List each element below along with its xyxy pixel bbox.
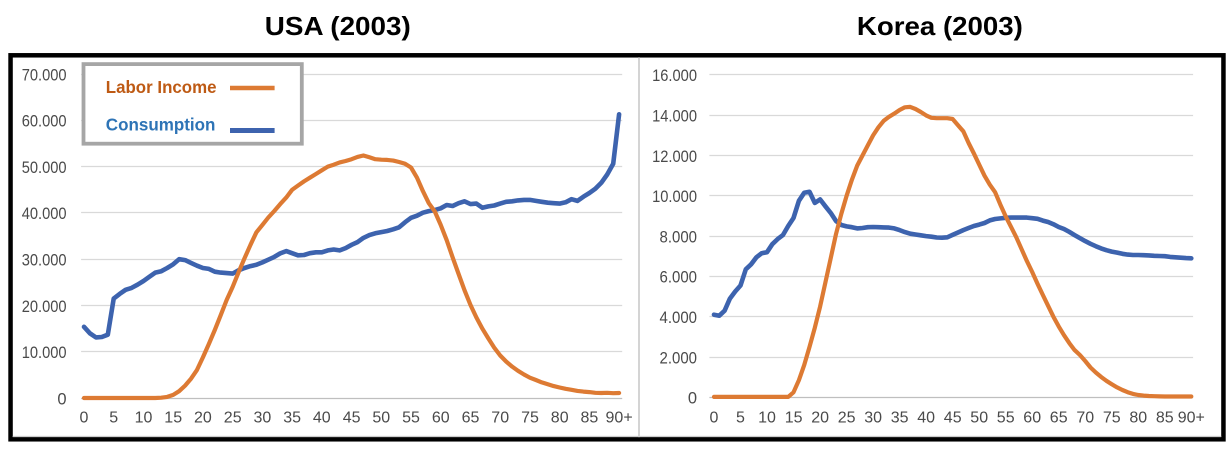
svg-text:80: 80: [1129, 410, 1147, 427]
svg-text:35: 35: [283, 410, 301, 427]
svg-text:20: 20: [811, 410, 829, 427]
svg-text:40.000: 40.000: [22, 205, 67, 223]
svg-text:25: 25: [838, 410, 856, 427]
svg-text:70: 70: [1076, 410, 1094, 427]
svg-text:20: 20: [194, 410, 212, 427]
svg-text:15: 15: [785, 410, 803, 427]
svg-text:60: 60: [1023, 410, 1041, 427]
svg-text:12.000: 12.000: [652, 148, 697, 166]
svg-text:6.000: 6.000: [660, 269, 698, 287]
svg-text:5: 5: [109, 410, 118, 427]
svg-text:70: 70: [491, 410, 509, 427]
svg-text:30: 30: [254, 410, 272, 427]
svg-text:50.000: 50.000: [22, 159, 67, 177]
svg-text:Consumption: Consumption: [106, 115, 216, 135]
svg-text:5: 5: [736, 410, 745, 427]
svg-text:30.000: 30.000: [22, 252, 67, 270]
svg-text:40: 40: [917, 410, 935, 427]
svg-text:55: 55: [402, 410, 420, 427]
svg-text:15: 15: [164, 410, 182, 427]
svg-text:40: 40: [313, 410, 331, 427]
svg-text:20.000: 20.000: [22, 298, 67, 316]
svg-text:60: 60: [432, 410, 450, 427]
svg-text:65: 65: [462, 410, 480, 427]
svg-text:55: 55: [997, 410, 1015, 427]
svg-text:Labor Income: Labor Income: [106, 77, 217, 97]
svg-text:35: 35: [891, 410, 909, 427]
svg-text:8.000: 8.000: [660, 228, 698, 246]
svg-text:USA (2003): USA (2003): [265, 11, 411, 41]
svg-text:45: 45: [343, 410, 361, 427]
svg-text:0: 0: [57, 390, 66, 408]
svg-text:70.000: 70.000: [22, 66, 67, 84]
svg-text:50: 50: [970, 410, 988, 427]
svg-text:80: 80: [551, 410, 569, 427]
svg-text:90+: 90+: [1178, 410, 1205, 427]
svg-text:85: 85: [1156, 410, 1174, 427]
svg-text:2.000: 2.000: [660, 349, 698, 367]
svg-text:90+: 90+: [606, 410, 633, 427]
svg-text:30: 30: [864, 410, 882, 427]
svg-text:50: 50: [372, 410, 390, 427]
svg-text:10.000: 10.000: [22, 344, 67, 362]
svg-text:16.000: 16.000: [652, 67, 697, 85]
svg-text:45: 45: [944, 410, 962, 427]
svg-text:25: 25: [224, 410, 242, 427]
svg-text:65: 65: [1050, 410, 1068, 427]
svg-text:75: 75: [521, 410, 539, 427]
svg-text:75: 75: [1103, 410, 1121, 427]
svg-text:0: 0: [688, 390, 697, 408]
svg-text:60.000: 60.000: [22, 113, 67, 131]
svg-text:4.000: 4.000: [660, 309, 698, 327]
svg-text:85: 85: [581, 410, 599, 427]
svg-text:10.000: 10.000: [652, 188, 697, 206]
svg-text:Korea (2003): Korea (2003): [857, 11, 1023, 41]
svg-text:0: 0: [80, 410, 89, 427]
svg-text:0: 0: [710, 410, 719, 427]
svg-text:14.000: 14.000: [652, 108, 697, 126]
svg-text:10: 10: [758, 410, 776, 427]
svg-text:10: 10: [135, 410, 153, 427]
